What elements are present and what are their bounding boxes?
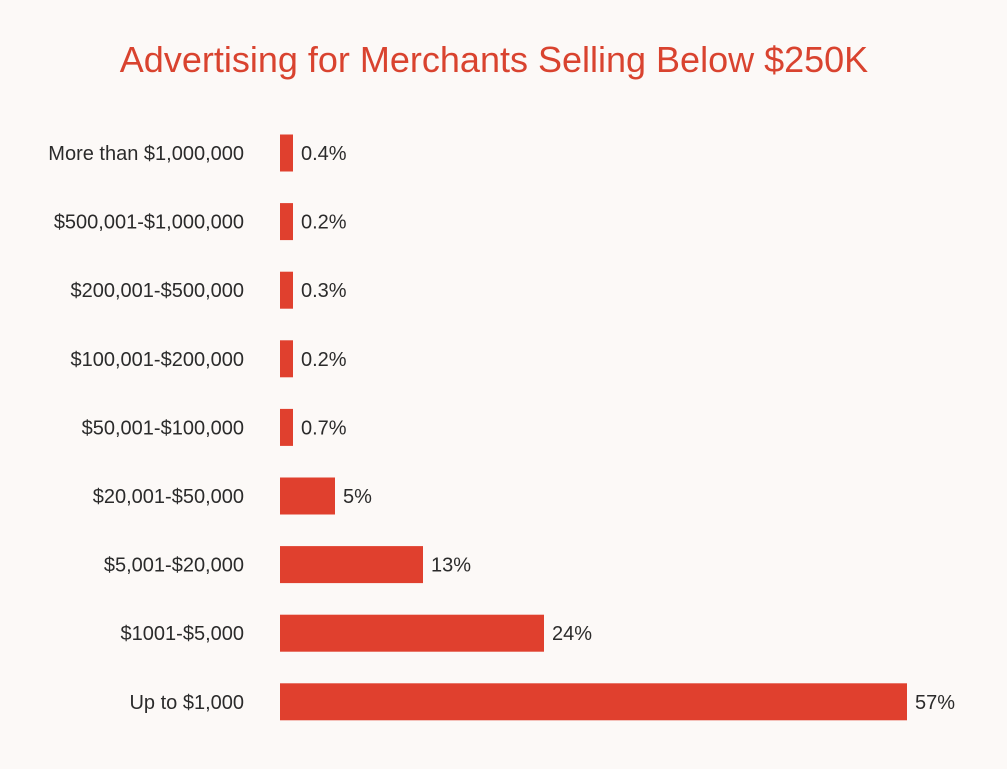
category-label: $200,001-$500,000 xyxy=(71,280,245,302)
category-label: More than $1,000,000 xyxy=(48,143,244,165)
category-label: $5,001-$20,000 xyxy=(104,555,244,577)
bar xyxy=(280,477,335,515)
bar xyxy=(280,546,423,584)
value-label: 0.2% xyxy=(301,212,347,234)
bar xyxy=(280,340,293,378)
category-label: $50,001-$100,000 xyxy=(82,417,244,439)
bar xyxy=(280,614,544,652)
value-label: 0.4% xyxy=(301,143,347,165)
bar xyxy=(280,203,293,241)
value-label: 24% xyxy=(552,623,592,645)
value-label: 13% xyxy=(431,555,471,577)
value-label: 0.3% xyxy=(301,280,347,302)
bar xyxy=(280,271,293,309)
value-label: 5% xyxy=(343,486,372,508)
value-label: 0.2% xyxy=(301,349,347,371)
category-label: $500,001-$1,000,000 xyxy=(54,212,244,234)
category-label: $20,001-$50,000 xyxy=(93,486,244,508)
value-label: 57% xyxy=(915,692,955,714)
bar xyxy=(280,408,293,446)
category-label: $1001-$5,000 xyxy=(121,623,244,645)
value-label: 0.7% xyxy=(301,417,347,439)
bar xyxy=(280,683,907,721)
category-label: Up to $1,000 xyxy=(129,692,244,714)
category-label: $100,001-$200,000 xyxy=(71,349,245,371)
chart-title: Advertising for Merchants Selling Below … xyxy=(120,39,868,80)
bars-group: More than $1,000,000 0.4% $500,001-$1,000,… xyxy=(48,134,955,721)
bar xyxy=(280,134,293,172)
